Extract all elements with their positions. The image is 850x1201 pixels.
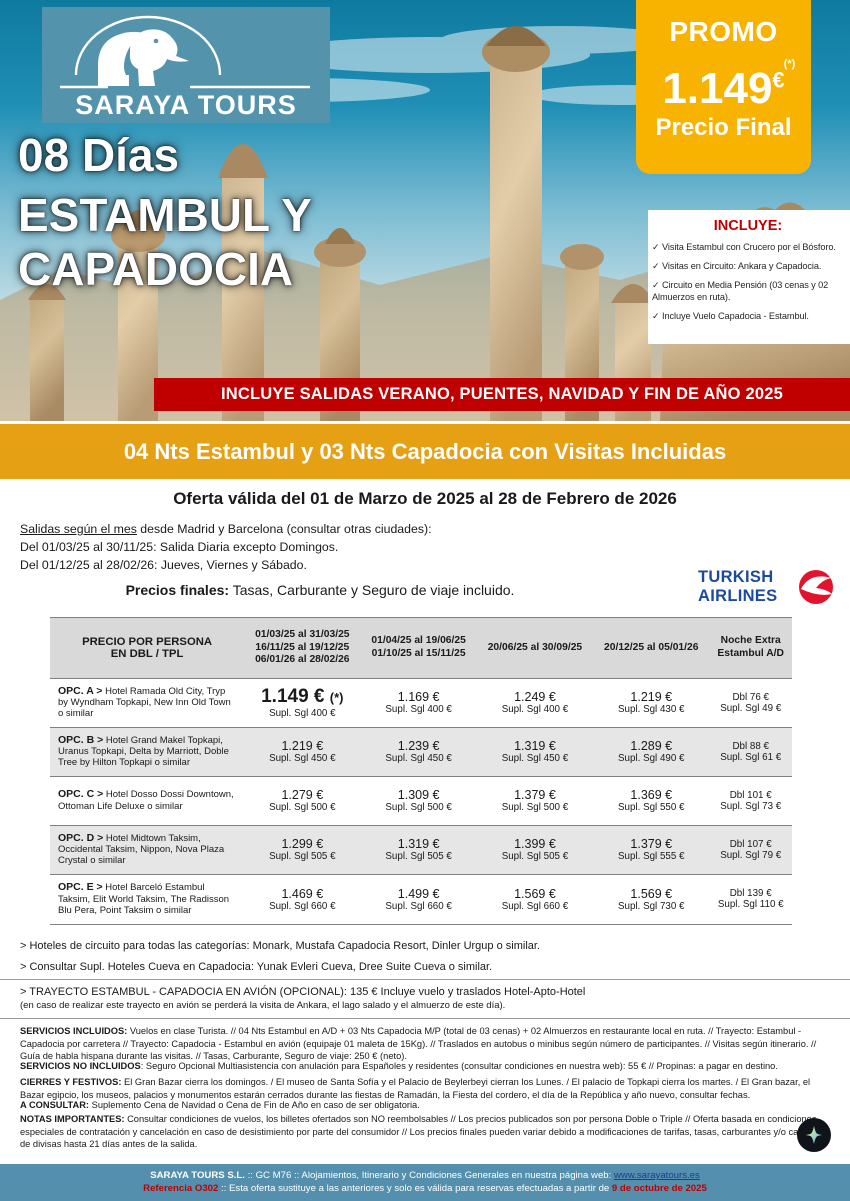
svg-text:TURKISH: TURKISH [698,568,773,586]
svg-text:AIRLINES: AIRLINES [698,587,777,605]
svg-text:SARAYA TOURS: SARAYA TOURS [75,90,297,120]
